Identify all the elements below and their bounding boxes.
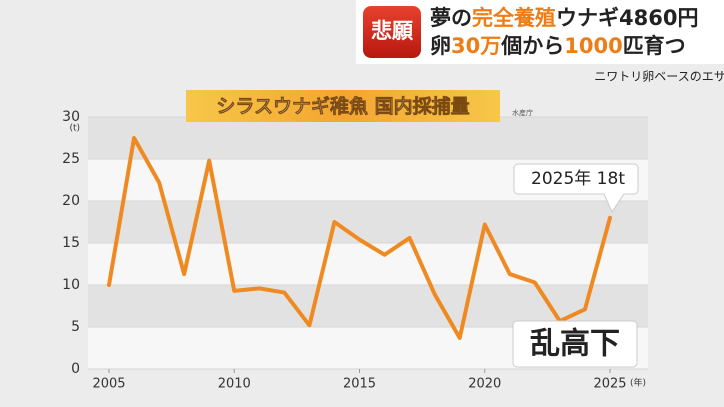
- annotation: 2025年 18t: [531, 169, 625, 189]
- annotation: 乱高下: [530, 327, 620, 362]
- x-tick-label: 2015: [343, 377, 376, 392]
- headline-segment: 完全養殖: [472, 6, 556, 30]
- y-tick-label: 10: [62, 277, 80, 293]
- headline-segment: 30万: [451, 34, 501, 58]
- grid-band: [88, 117, 648, 159]
- headline-badge: [363, 6, 421, 58]
- headline-segment: 夢の: [430, 6, 472, 30]
- x-unit: (年): [630, 377, 646, 389]
- headline-segment: ウナギ4860円: [556, 6, 698, 30]
- x-tick-label: 2005: [92, 377, 125, 392]
- title-banner: [186, 90, 500, 122]
- headline-segment: 匹育つ: [623, 34, 686, 58]
- headline-line: 夢の完全養殖ウナギ4860円: [430, 6, 698, 30]
- grid-band: [88, 285, 648, 327]
- chart-title: シラスウナギ稚魚 国内採捕量: [216, 95, 469, 118]
- y-tick-label: 15: [62, 235, 80, 251]
- x-tick-label: 2010: [218, 377, 251, 392]
- x-tick-label: 2020: [468, 377, 501, 392]
- y-tick-label: 25: [62, 151, 80, 167]
- source: 水産庁: [512, 108, 533, 117]
- y-unit: (t): [69, 124, 80, 134]
- badge-text: 悲願: [371, 19, 414, 43]
- headline-line: 卵30万個から1000匹育つ: [430, 34, 686, 58]
- data-line: [107, 136, 612, 340]
- y-tick-label: 0: [71, 361, 80, 377]
- headline-segment: 卵: [430, 34, 451, 58]
- callout-box: [513, 163, 639, 213]
- y-tick-label: 5: [71, 319, 80, 335]
- grid-band: [88, 201, 648, 243]
- headline-segment: 個から: [500, 34, 564, 58]
- headline-subtitle: ニワトリ卵ベースのエサ: [594, 70, 724, 84]
- y-tick-label: 20: [62, 193, 80, 209]
- headline-segment: 1000: [564, 34, 622, 58]
- annotation-box: [512, 320, 638, 368]
- y-tick-label: 30: [62, 109, 80, 125]
- grid-band: [88, 243, 648, 285]
- x-tick-label: 2025: [593, 377, 626, 392]
